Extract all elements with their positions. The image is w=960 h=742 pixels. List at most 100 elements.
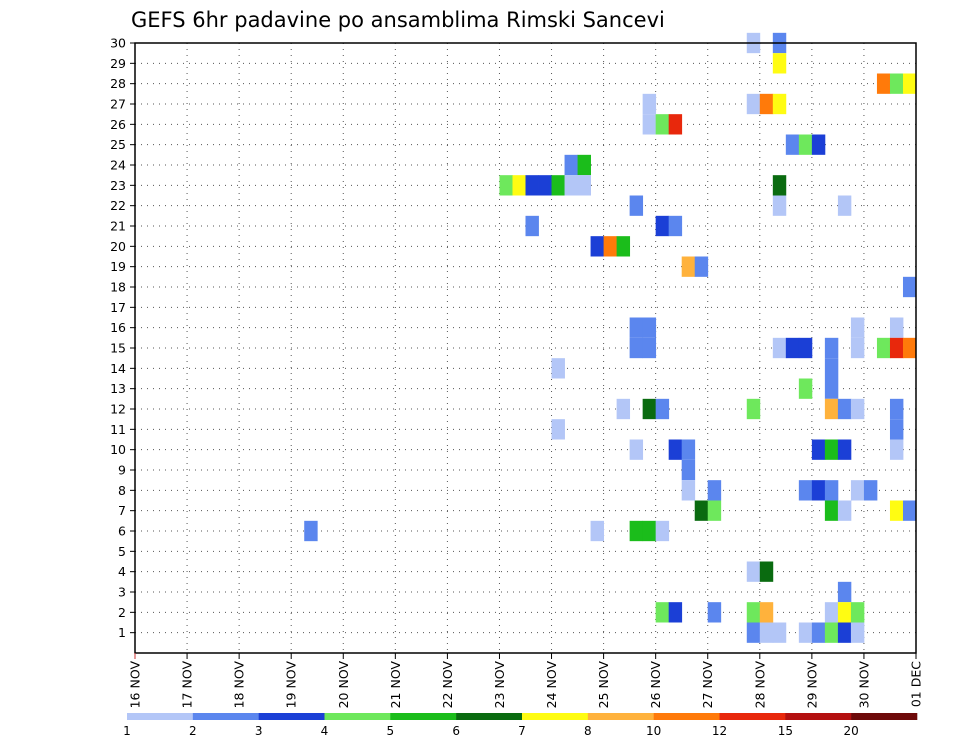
data-cell: [746, 622, 761, 643]
x-tick-label: 30 NOV: [856, 661, 871, 709]
data-cell: [824, 480, 839, 501]
y-tick-label: 19: [110, 259, 126, 274]
x-tick-label: 20 NOV: [336, 661, 351, 709]
data-cell: [616, 398, 631, 420]
y-tick-label: 11: [110, 422, 126, 437]
data-cell: [603, 236, 618, 257]
data-cell: [564, 175, 578, 196]
data-cell: [824, 337, 839, 359]
data-cell: [811, 439, 826, 460]
data-cell: [785, 134, 800, 155]
data-cell: [837, 602, 852, 623]
data-cell: [642, 93, 657, 115]
colorbar-label: 20: [844, 724, 859, 738]
data-cell: [772, 93, 787, 115]
data-cell: [681, 480, 696, 501]
data-cell: [824, 602, 839, 623]
data-cell: [707, 500, 722, 521]
data-cell: [707, 602, 722, 623]
colorbar-label: 15: [778, 724, 793, 738]
x-tick-label: 21 NOV: [388, 661, 403, 709]
data-cell: [798, 622, 813, 643]
data-cell: [642, 114, 657, 135]
y-tick-label: 15: [110, 341, 126, 356]
data-cell: [759, 602, 774, 623]
y-tick-label: 14: [110, 361, 126, 376]
data-cell: [642, 398, 657, 420]
y-tick-label: 5: [118, 544, 126, 559]
x-tick-label: 16 NOV: [128, 661, 143, 709]
colorbar-segment: [192, 713, 259, 720]
colorbar-label: 5: [387, 724, 395, 738]
data-cell: [837, 195, 852, 216]
data-cell: [668, 602, 683, 623]
data-cell: [655, 114, 670, 135]
data-cell: [824, 378, 839, 399]
x-tick-label: 29 NOV: [804, 661, 819, 709]
x-tick-label: 01 DEC: [909, 661, 924, 707]
y-tick-label: 13: [110, 381, 126, 396]
data-cell: [746, 602, 761, 623]
x-tick-label: 24 NOV: [544, 661, 559, 709]
y-tick-label: 9: [118, 463, 126, 478]
data-cell: [629, 337, 644, 359]
y-tick-label: 16: [110, 320, 126, 335]
x-tick-label: 26 NOV: [648, 661, 663, 709]
x-tick-label: 27 NOV: [700, 661, 715, 709]
data-cell: [850, 337, 865, 359]
data-cell: [837, 439, 852, 460]
data-cell: [538, 175, 552, 196]
data-cell: [525, 215, 539, 237]
x-tick-label: 19 NOV: [284, 661, 299, 709]
colorbar-segment: [653, 713, 720, 720]
data-cell: [772, 53, 787, 74]
y-tick-label: 10: [110, 442, 126, 457]
colorbar-segment: [390, 713, 457, 720]
data-cell: [798, 378, 813, 399]
chart-title: GEFS 6hr padavine po ansamblima Rimski S…: [131, 8, 665, 32]
y-tick-label: 4: [118, 564, 126, 579]
y-tick-label: 1: [118, 625, 126, 640]
y-tick-label: 8: [118, 483, 126, 498]
data-cell: [551, 419, 565, 440]
colorbar: 1 2 3 4 5 6 7 8 10 12 15 20: [123, 713, 918, 738]
data-cell: [655, 602, 670, 623]
data-cell: [876, 73, 891, 94]
y-tick-label: 21: [110, 219, 126, 234]
y-tick-label: 17: [110, 300, 126, 315]
y-tick-label: 27: [110, 97, 126, 112]
colorbar-segment: [258, 713, 325, 720]
data-cell: [642, 520, 657, 542]
data-cell: [863, 480, 878, 501]
colorbar-label: 3: [255, 724, 263, 738]
data-cell: [590, 236, 604, 257]
data-cell: [889, 398, 904, 420]
y-tick-label: 18: [110, 280, 126, 295]
data-cell: [655, 398, 670, 420]
colorbar-label: 6: [452, 724, 460, 738]
data-cell: [837, 500, 852, 521]
data-cell: [616, 236, 631, 257]
data-cell: [902, 276, 917, 298]
x-axis: 16 NOV 17 NOV 18 NOV 19 NOV 20 NOV 21 NOV 22 N…: [128, 653, 924, 708]
colorbar-label: 1: [123, 724, 131, 738]
y-tick-label: 2: [118, 605, 126, 620]
y-tick-label: 28: [110, 76, 126, 91]
y-tick-label: 3: [118, 585, 126, 600]
data-cell: [746, 561, 761, 582]
colorbar-label: 8: [584, 724, 592, 738]
y-tick-label: 12: [110, 402, 126, 417]
data-cell: [850, 602, 865, 623]
x-tick-label: 18 NOV: [232, 661, 247, 709]
data-cell: [694, 256, 709, 277]
data-cell: [655, 520, 670, 542]
data-cell: [629, 520, 644, 542]
data-cell: [811, 480, 826, 501]
x-tick-label: 23 NOV: [492, 661, 507, 709]
data-cell: [694, 500, 709, 521]
data-cell: [772, 337, 787, 359]
data-cell: [642, 317, 657, 338]
data-cell: [902, 73, 917, 94]
data-cell: [772, 195, 787, 216]
data-cell: [850, 622, 865, 643]
